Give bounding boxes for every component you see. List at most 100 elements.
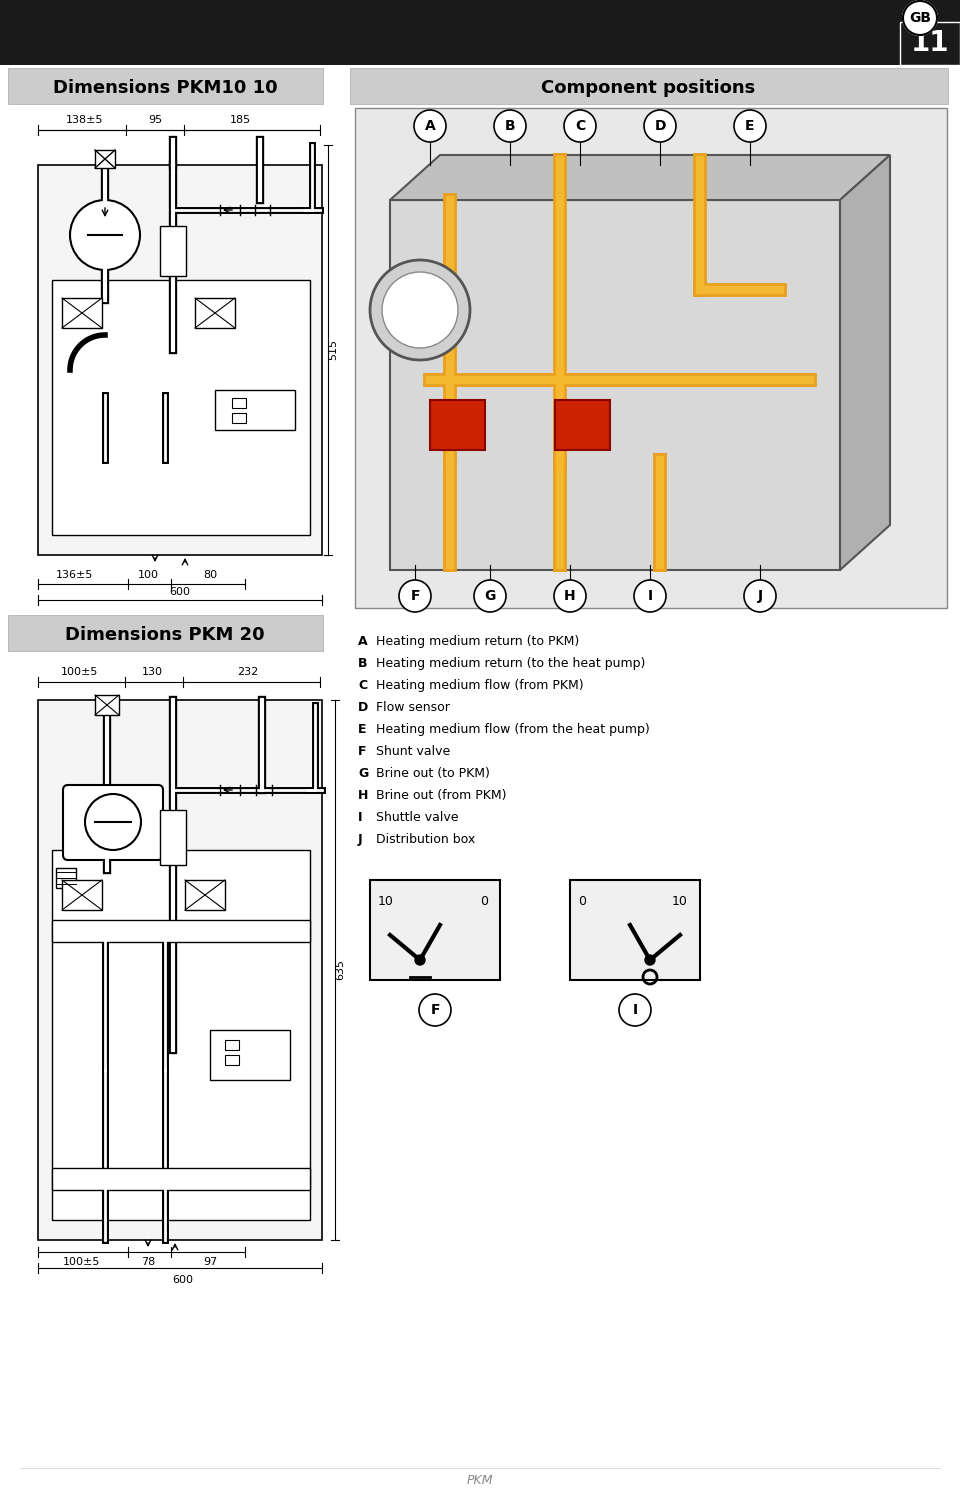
Text: A: A xyxy=(424,119,436,132)
Bar xyxy=(185,879,225,909)
Bar xyxy=(52,1168,310,1190)
Text: Dimensions PKM10 10: Dimensions PKM10 10 xyxy=(53,80,277,98)
Bar xyxy=(210,1030,290,1081)
Text: 100±5: 100±5 xyxy=(63,1257,101,1267)
Text: Dimensions PKM 20: Dimensions PKM 20 xyxy=(65,627,265,643)
Text: 0: 0 xyxy=(480,894,488,908)
Circle shape xyxy=(644,110,676,141)
Text: J: J xyxy=(757,589,762,603)
Text: 78: 78 xyxy=(141,1257,156,1267)
Circle shape xyxy=(474,580,506,612)
Bar xyxy=(52,920,310,942)
Circle shape xyxy=(370,260,470,361)
FancyBboxPatch shape xyxy=(63,785,163,860)
Text: 138±5: 138±5 xyxy=(66,116,104,125)
Circle shape xyxy=(399,580,431,612)
Bar xyxy=(215,389,295,430)
Circle shape xyxy=(494,110,526,141)
Text: Heating medium flow (from PKM): Heating medium flow (from PKM) xyxy=(376,679,584,691)
Bar xyxy=(390,200,840,570)
Bar xyxy=(95,694,119,715)
Text: F: F xyxy=(358,745,367,758)
Text: C: C xyxy=(575,119,586,132)
Bar xyxy=(232,413,246,422)
Bar xyxy=(225,1040,239,1051)
Text: Shunt valve: Shunt valve xyxy=(376,745,450,758)
Circle shape xyxy=(70,200,140,271)
Circle shape xyxy=(619,993,651,1027)
Text: E: E xyxy=(358,723,367,736)
Bar xyxy=(160,810,186,866)
Circle shape xyxy=(744,580,776,612)
Text: 635: 635 xyxy=(335,959,345,980)
Text: F: F xyxy=(410,589,420,603)
Text: 515: 515 xyxy=(328,340,338,361)
Bar xyxy=(62,879,102,909)
Bar xyxy=(225,1055,239,1066)
Text: GB: GB xyxy=(909,11,931,26)
Text: A: A xyxy=(358,634,368,648)
Text: Shuttle valve: Shuttle valve xyxy=(376,812,459,824)
Text: D: D xyxy=(358,700,369,714)
Bar xyxy=(38,700,322,1240)
Text: 100±5: 100±5 xyxy=(61,667,99,676)
Bar xyxy=(62,298,102,328)
Text: 11: 11 xyxy=(911,29,949,57)
Bar xyxy=(430,400,485,449)
Polygon shape xyxy=(390,155,890,200)
Text: Heating medium flow (from the heat pump): Heating medium flow (from the heat pump) xyxy=(376,723,650,736)
Bar xyxy=(52,851,310,1220)
Text: G: G xyxy=(358,767,369,780)
Text: B: B xyxy=(505,119,516,132)
Bar xyxy=(900,23,960,65)
Bar xyxy=(355,108,947,609)
Text: Brine out (from PKM): Brine out (from PKM) xyxy=(376,789,507,803)
Text: Brine out (to PKM): Brine out (to PKM) xyxy=(376,767,490,780)
Text: 136±5: 136±5 xyxy=(57,570,94,580)
Text: 130: 130 xyxy=(141,667,162,676)
Text: I: I xyxy=(647,589,653,603)
Bar xyxy=(52,280,310,535)
Text: F: F xyxy=(430,1003,440,1018)
Polygon shape xyxy=(840,155,890,570)
Text: 95: 95 xyxy=(148,116,162,125)
Text: 97: 97 xyxy=(203,1257,217,1267)
Circle shape xyxy=(645,954,655,965)
Bar xyxy=(350,68,948,104)
Text: Flow sensor: Flow sensor xyxy=(376,700,450,714)
Text: 10: 10 xyxy=(672,894,688,908)
Bar xyxy=(38,165,322,555)
Text: G: G xyxy=(484,589,495,603)
Circle shape xyxy=(419,993,451,1027)
Text: Heating medium return (to the heat pump): Heating medium return (to the heat pump) xyxy=(376,657,645,670)
Circle shape xyxy=(85,794,141,851)
Text: H: H xyxy=(564,589,576,603)
Circle shape xyxy=(903,2,937,35)
Text: 80: 80 xyxy=(203,570,217,580)
Text: I: I xyxy=(633,1003,637,1018)
Bar xyxy=(56,869,76,888)
Text: B: B xyxy=(358,657,368,670)
Bar xyxy=(8,615,323,651)
Bar xyxy=(570,879,700,980)
Text: E: E xyxy=(745,119,755,132)
Circle shape xyxy=(734,110,766,141)
Text: 232: 232 xyxy=(237,667,258,676)
Text: 100: 100 xyxy=(137,570,158,580)
Bar xyxy=(195,298,235,328)
Text: C: C xyxy=(358,679,367,691)
Bar xyxy=(232,398,246,407)
Text: D: D xyxy=(655,119,665,132)
Text: Component positions: Component positions xyxy=(540,80,756,98)
Text: 10: 10 xyxy=(378,894,394,908)
Circle shape xyxy=(382,272,458,349)
Circle shape xyxy=(414,110,446,141)
Text: 600: 600 xyxy=(173,1275,194,1285)
Circle shape xyxy=(415,954,425,965)
Circle shape xyxy=(634,580,666,612)
Text: I: I xyxy=(358,812,363,824)
Bar xyxy=(370,879,500,980)
Text: PKM: PKM xyxy=(467,1473,493,1486)
Text: 600: 600 xyxy=(170,588,190,597)
Text: Heating medium return (to PKM): Heating medium return (to PKM) xyxy=(376,634,579,648)
